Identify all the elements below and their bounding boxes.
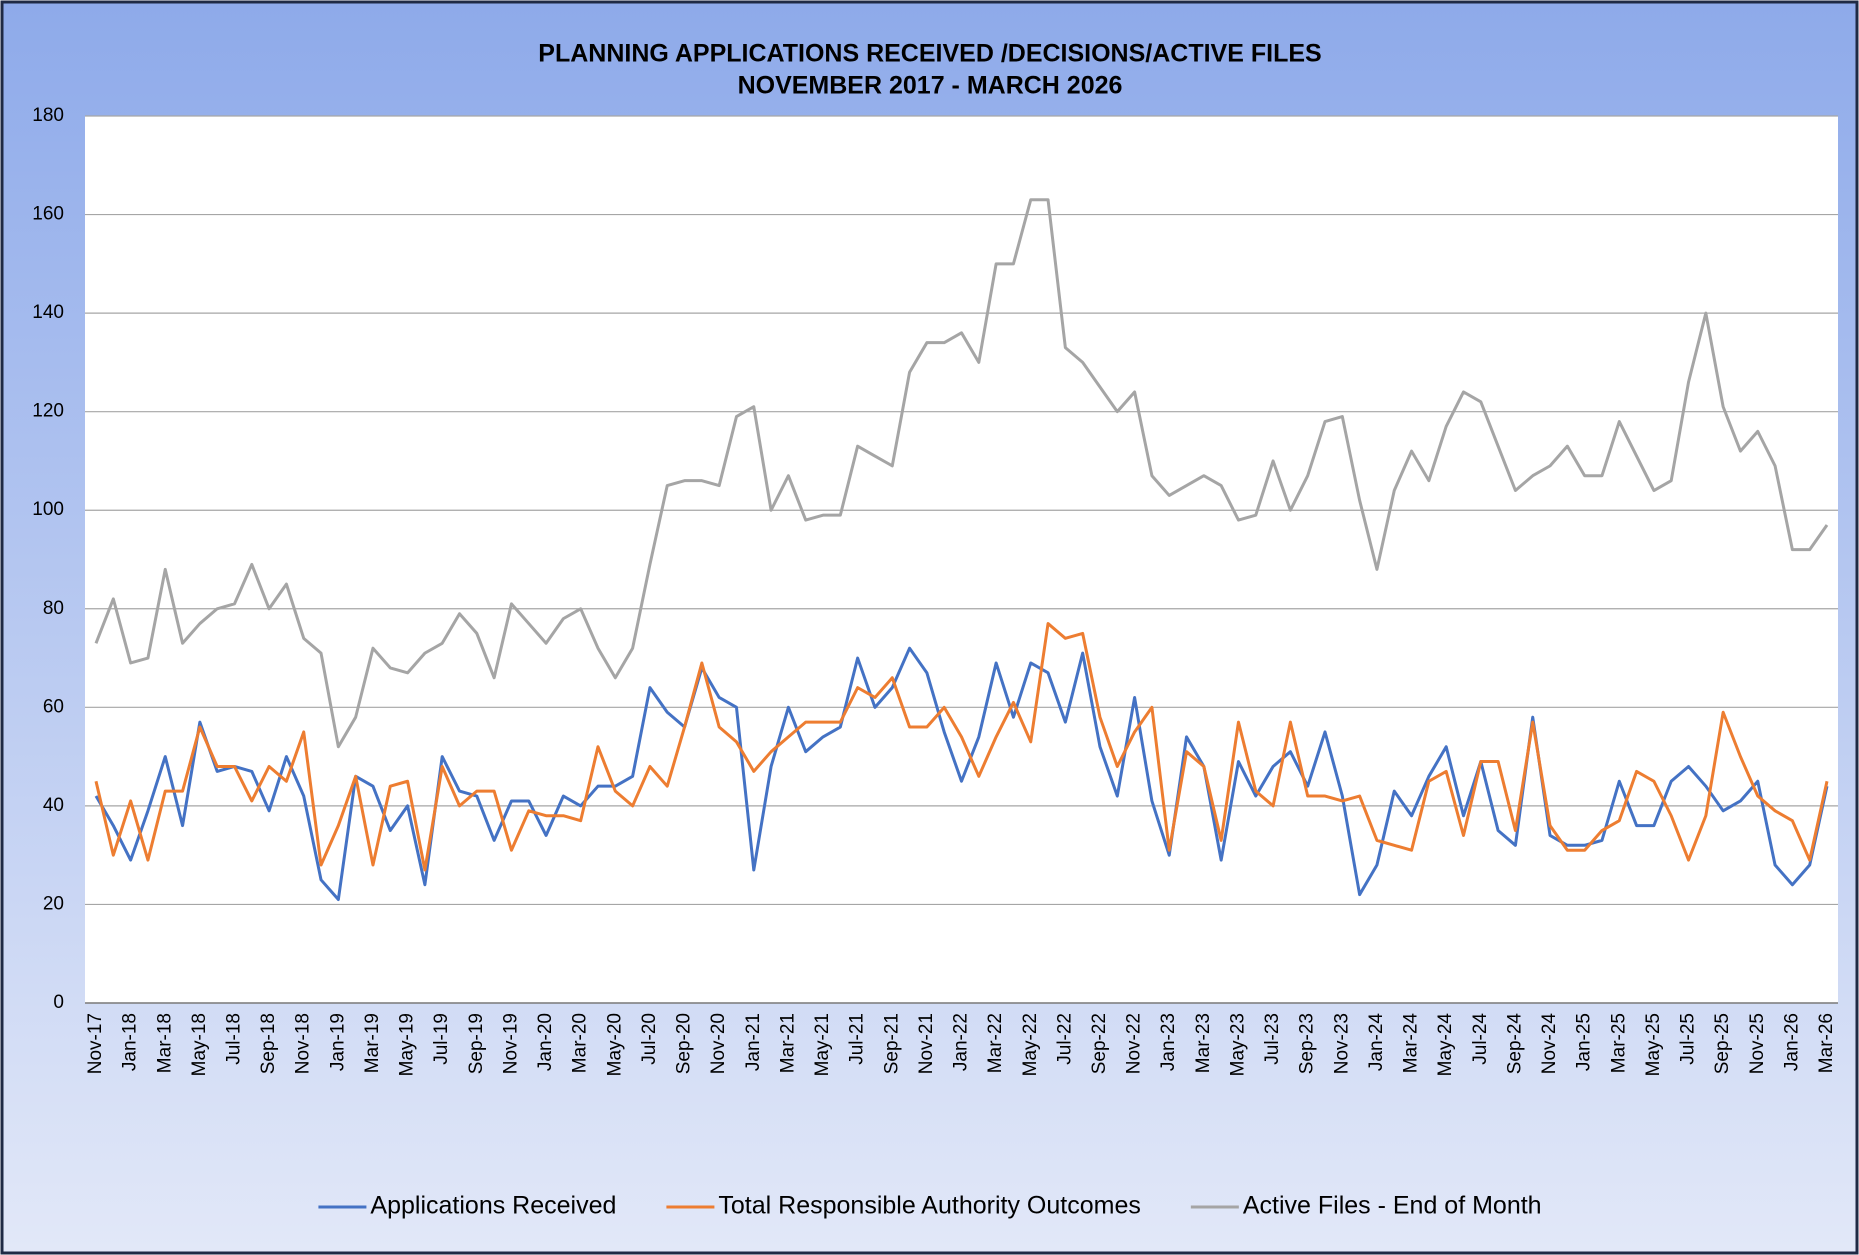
x-tick-label: Sep-19 (466, 1013, 487, 1074)
x-tick-label: Mar-21 (777, 1013, 798, 1073)
x-tick-label: Nov-17 (85, 1013, 106, 1074)
x-tick-label: Sep-21 (881, 1013, 902, 1074)
plot-area (85, 116, 1838, 1003)
legend-label: Active Files - End of Month (1243, 1192, 1542, 1220)
series-line (94, 198, 1829, 749)
x-tick-label: Jul-18 (223, 1013, 244, 1065)
x-tick-label: Jan-22 (951, 1013, 972, 1071)
x-tick-label: Sep-18 (258, 1013, 279, 1074)
x-tick-label: Mar-25 (1608, 1013, 1629, 1073)
x-tick-label: Jan-21 (743, 1013, 764, 1071)
x-tick-label: May-20 (604, 1013, 625, 1076)
x-tick-label: Mar-23 (1193, 1013, 1214, 1073)
x-tick-label: Nov-25 (1747, 1013, 1768, 1074)
x-tick-label: May-23 (1227, 1013, 1248, 1076)
x-tick-label: Jul-25 (1678, 1013, 1699, 1065)
x-tick-label: Sep-23 (1297, 1013, 1318, 1074)
x-tick-label: Nov-20 (708, 1013, 729, 1074)
x-tick-label: Mar-22 (985, 1013, 1006, 1073)
x-tick-label: Jan-26 (1781, 1013, 1802, 1071)
x-tick-label: Sep-25 (1712, 1013, 1733, 1074)
x-tick-label: May-21 (812, 1013, 833, 1076)
x-tick-label: Sep-20 (674, 1013, 695, 1074)
x-tick-label: Jan-25 (1574, 1013, 1595, 1071)
y-tick-label: 180 (32, 105, 64, 126)
x-tick-label: Jan-18 (120, 1013, 141, 1071)
chart-subtitle: NOVEMBER 2017 - MARCH 2026 (738, 72, 1123, 100)
x-tick-label: Nov-22 (1124, 1013, 1145, 1074)
y-tick-label: 80 (43, 598, 64, 619)
x-tick-label: Jul-20 (639, 1013, 660, 1065)
chart-title: PLANNING APPLICATIONS RECEIVED /DECISION… (538, 40, 1321, 68)
x-tick-label: Jul-22 (1054, 1013, 1075, 1065)
x-tick-label: Nov-24 (1539, 1013, 1560, 1075)
x-tick-label: Jul-24 (1470, 1013, 1491, 1065)
x-tick-label: Sep-22 (1089, 1013, 1110, 1074)
legend-label: Total Responsible Authority Outcomes (718, 1192, 1140, 1220)
x-tick-label: Jan-19 (327, 1013, 348, 1071)
x-tick-label: May-18 (189, 1013, 210, 1076)
x-tick-label: Jan-23 (1158, 1013, 1179, 1071)
x-tick-label: Mar-20 (570, 1013, 591, 1073)
x-tick-label: May-25 (1643, 1013, 1664, 1076)
x-tick-label: Jan-24 (1366, 1013, 1387, 1072)
x-tick-label: Mar-24 (1401, 1013, 1422, 1074)
x-tick-label: Nov-19 (500, 1013, 521, 1074)
x-tick-label: Jul-23 (1262, 1013, 1283, 1065)
y-tick-label: 100 (32, 499, 64, 520)
x-tick-label: Jul-21 (847, 1013, 868, 1065)
x-tick-label: Mar-26 (1816, 1013, 1837, 1073)
x-tick-label: Jul-19 (431, 1013, 452, 1065)
x-tick-label: May-24 (1435, 1013, 1456, 1077)
y-tick-label: 60 (43, 696, 64, 717)
y-tick-label: 0 (53, 992, 64, 1013)
series-line (94, 622, 1829, 872)
y-tick-label: 120 (32, 401, 64, 422)
y-tick-label: 40 (43, 795, 64, 816)
x-tick-label: Nov-18 (293, 1013, 314, 1074)
y-tick-label: 140 (32, 302, 64, 323)
x-tick-label: May-22 (1020, 1013, 1041, 1076)
x-tick-label: Nov-21 (916, 1013, 937, 1074)
x-tick-label: Mar-18 (154, 1013, 175, 1073)
x-tick-label: Jan-20 (535, 1013, 556, 1071)
x-tick-label: May-19 (397, 1013, 418, 1076)
y-tick-label: 160 (32, 204, 64, 225)
x-tick-label: Mar-19 (362, 1013, 383, 1073)
legend-label: Applications Received (370, 1192, 616, 1220)
y-tick-label: 20 (43, 893, 64, 914)
x-tick-label: Nov-23 (1331, 1013, 1352, 1074)
x-tick-label: Sep-24 (1504, 1013, 1525, 1075)
